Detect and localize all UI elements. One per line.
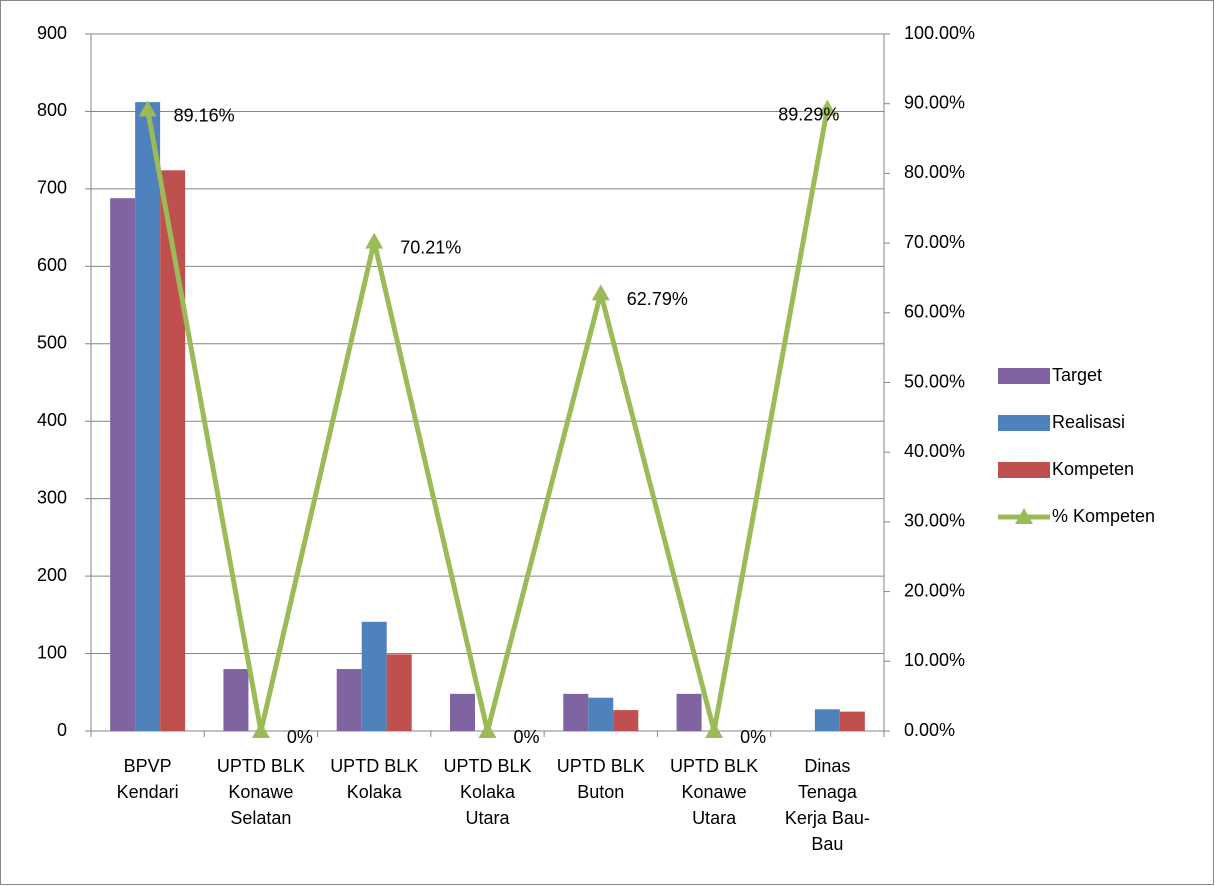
y2-tick-label: 30.00% bbox=[904, 511, 965, 531]
y2-tick-label: 0.00% bbox=[904, 720, 955, 740]
legend-label: Kompeten bbox=[1052, 459, 1134, 479]
data-label: 70.21% bbox=[400, 237, 461, 257]
marker bbox=[591, 284, 610, 301]
data-label: 0% bbox=[514, 727, 540, 747]
y-tick-label: 700 bbox=[37, 178, 67, 198]
x-tick-label: UPTD BLK Kolaka bbox=[330, 756, 418, 802]
data-label: 0% bbox=[740, 727, 766, 747]
marker bbox=[138, 100, 157, 117]
y-tick-label: 600 bbox=[37, 255, 67, 275]
legend-label: % Kompeten bbox=[1052, 506, 1155, 526]
y-tick-label: 0 bbox=[57, 720, 67, 740]
y-tick-label: 400 bbox=[37, 410, 67, 430]
y-tick-label: 900 bbox=[37, 23, 67, 43]
bar bbox=[135, 102, 161, 731]
bar bbox=[361, 621, 387, 731]
legend-swatch bbox=[998, 462, 1050, 478]
bar bbox=[450, 693, 475, 731]
y2-tick-label: 100.00% bbox=[904, 23, 975, 43]
bar bbox=[386, 654, 412, 731]
bar bbox=[160, 170, 186, 731]
x-tick-label: BPVP Kendari bbox=[117, 756, 179, 802]
bar bbox=[110, 198, 136, 731]
x-tick-label: Dinas Tenaga Kerja Bau-Bau bbox=[785, 756, 870, 854]
bar bbox=[336, 669, 362, 731]
bar bbox=[814, 709, 840, 731]
legend-label: Realisasi bbox=[1052, 412, 1125, 432]
data-label: 89.16% bbox=[174, 105, 235, 125]
data-label: 89.29% bbox=[778, 104, 839, 124]
legend-marker bbox=[1015, 508, 1033, 524]
y-tick-label: 300 bbox=[37, 487, 67, 507]
bar bbox=[563, 693, 589, 731]
marker bbox=[478, 722, 497, 738]
marker bbox=[251, 722, 270, 738]
y2-tick-label: 70.00% bbox=[904, 232, 965, 252]
legend-swatch bbox=[998, 368, 1050, 384]
data-label: 62.79% bbox=[627, 289, 688, 309]
x-tick-label: UPTD BLK Konawe Utara bbox=[670, 756, 758, 828]
y2-tick-label: 50.00% bbox=[904, 371, 965, 391]
y2-tick-label: 60.00% bbox=[904, 302, 965, 322]
y2-tick-label: 10.00% bbox=[904, 650, 965, 670]
x-tick-label: UPTD BLK Buton bbox=[557, 756, 645, 802]
marker bbox=[365, 232, 384, 249]
marker bbox=[818, 99, 837, 116]
bar bbox=[839, 711, 865, 731]
y-tick-label: 200 bbox=[37, 565, 67, 585]
bar bbox=[676, 693, 702, 731]
bar bbox=[588, 697, 614, 731]
bar bbox=[223, 669, 249, 731]
legend-label: Target bbox=[1052, 365, 1102, 385]
y-tick-label: 100 bbox=[37, 642, 67, 662]
y-tick-label: 500 bbox=[37, 333, 67, 353]
y-tick-label: 800 bbox=[37, 100, 67, 120]
y2-tick-label: 90.00% bbox=[904, 92, 965, 112]
x-tick-label: UPTD BLK Konawe Selatan bbox=[217, 756, 305, 828]
y2-tick-label: 20.00% bbox=[904, 580, 965, 600]
data-label: 0% bbox=[287, 727, 313, 747]
x-tick-label: UPTD BLK Kolaka Utara bbox=[443, 756, 531, 828]
legend-swatch bbox=[998, 415, 1050, 431]
y2-tick-label: 40.00% bbox=[904, 441, 965, 461]
marker bbox=[705, 722, 724, 738]
bar bbox=[613, 710, 639, 731]
y2-tick-label: 80.00% bbox=[904, 162, 965, 182]
